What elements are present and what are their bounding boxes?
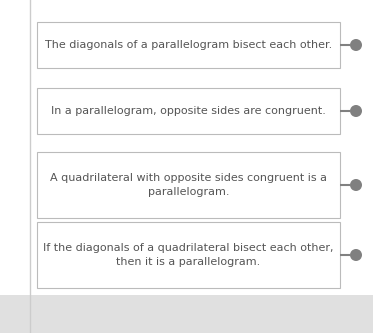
Bar	[0, 295, 373, 333]
Circle shape	[350, 179, 362, 191]
Bar	[37, 88, 340, 134]
Text: A quadrilateral with opposite sides congruent is a
parallelogram.: A quadrilateral with opposite sides cong…	[50, 173, 327, 197]
Circle shape	[350, 39, 362, 51]
Text: If the diagonals of a quadrilateral bisect each other,
then it is a parallelogra: If the diagonals of a quadrilateral bise…	[43, 243, 334, 267]
Circle shape	[350, 105, 362, 117]
Circle shape	[350, 249, 362, 261]
Text: In a parallelogram, opposite sides are congruent.: In a parallelogram, opposite sides are c…	[51, 106, 326, 116]
Bar	[37, 22, 340, 68]
Bar	[37, 152, 340, 218]
Bar	[37, 222, 340, 288]
Text: The diagonals of a parallelogram bisect each other.: The diagonals of a parallelogram bisect …	[45, 40, 332, 50]
